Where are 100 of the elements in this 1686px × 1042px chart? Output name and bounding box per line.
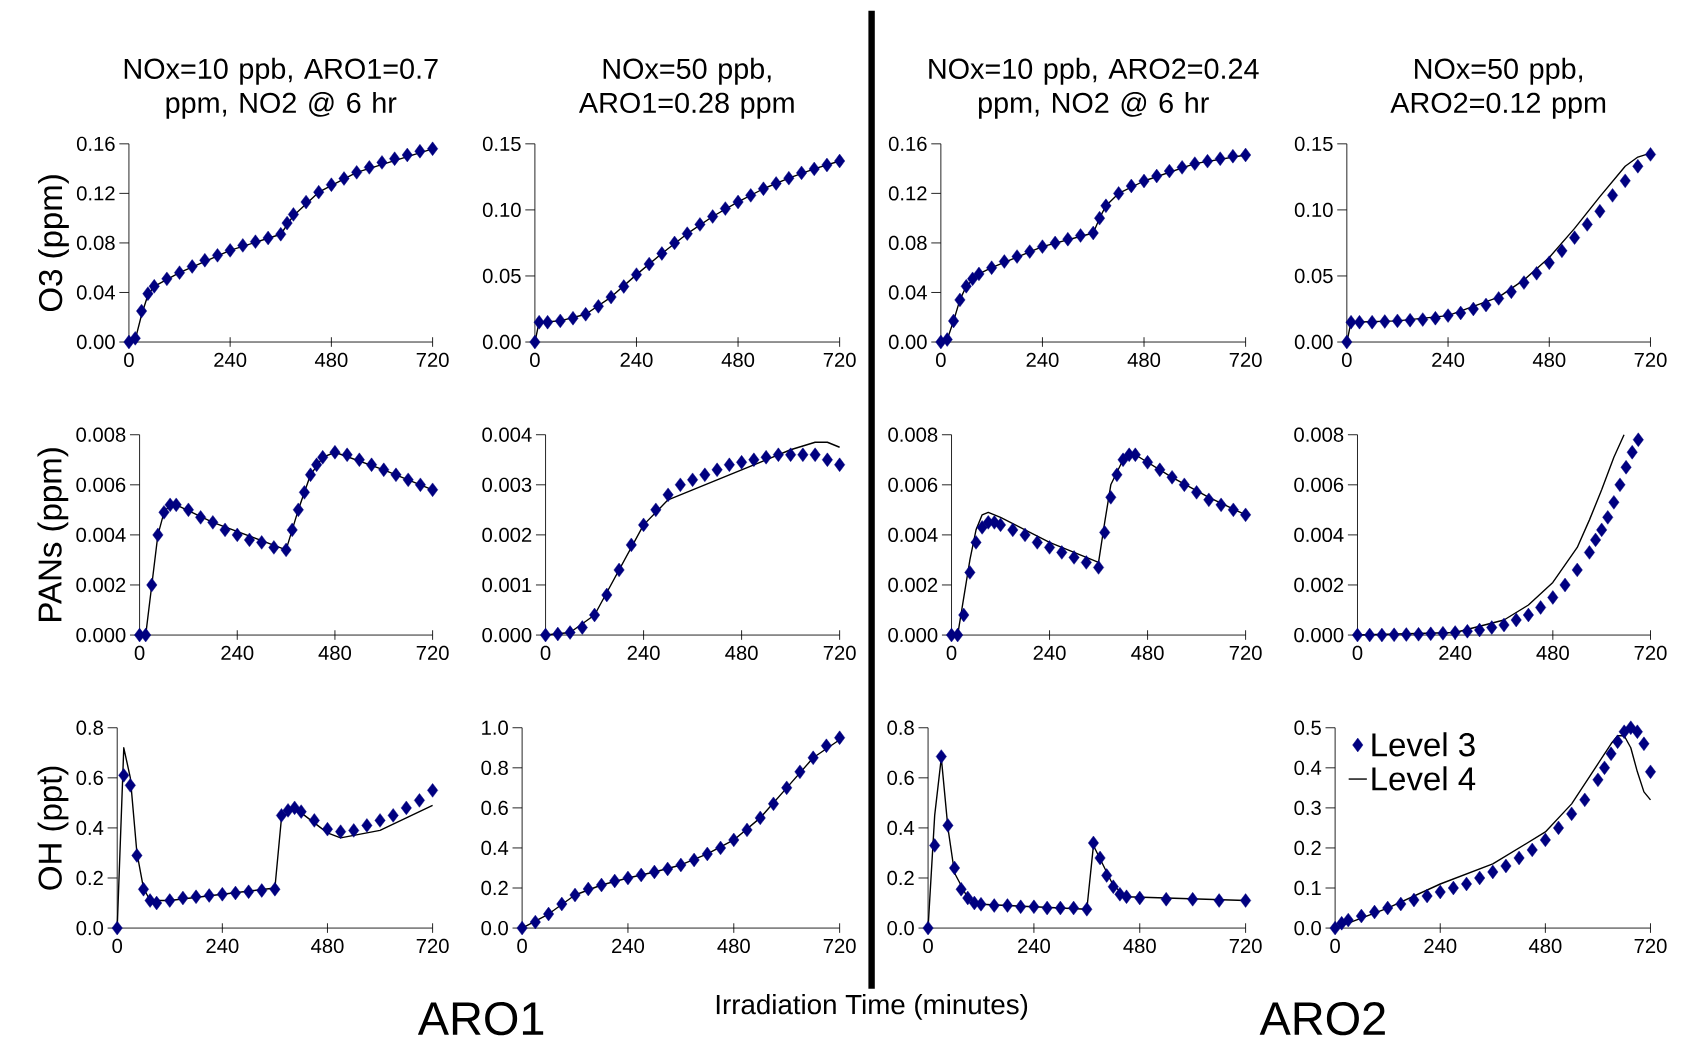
x-tick-label: 240 [1026, 352, 1059, 368]
x-tick-label: 720 [1229, 645, 1262, 661]
x-tick-label: 720 [823, 352, 856, 368]
point [305, 467, 316, 482]
point [1474, 870, 1486, 886]
x-tick-label: 0 [124, 352, 134, 368]
point [556, 896, 568, 912]
point [341, 447, 353, 462]
chart-title: NOx=50 ppb, ARO2=0.12 ppm [1390, 57, 1606, 119]
point [707, 209, 719, 224]
point [1240, 147, 1252, 163]
point [552, 626, 564, 642]
x-tick-label: 0 [1330, 938, 1340, 954]
x-tick-label: 240 [1018, 938, 1050, 954]
y-tick-label: 0.3 [1294, 800, 1321, 816]
y-tick-label: 0.4 [1294, 760, 1322, 775]
point [231, 527, 243, 543]
x-tick-label: 0 [936, 352, 946, 368]
y-tick-label: 0.0 [481, 920, 508, 936]
point [1449, 625, 1461, 640]
x-tick-label: 720 [1634, 352, 1667, 368]
y-tick-label: 0.0 [887, 920, 914, 936]
point [1461, 624, 1473, 639]
y-tick-label: 0.05 [482, 268, 521, 284]
point [216, 887, 228, 902]
y-tick-label: 0.15 [482, 136, 521, 151]
point [353, 452, 365, 467]
point [1125, 178, 1137, 194]
y-tick-label: 0.000 [1294, 627, 1344, 643]
point [618, 279, 630, 294]
point [582, 881, 594, 897]
point [1075, 228, 1086, 243]
point [1113, 186, 1125, 201]
point [569, 887, 581, 903]
point [1632, 432, 1644, 447]
y-tick-label: 0.12 [888, 186, 927, 201]
point [674, 477, 686, 492]
y-tick-label: 0.002 [1294, 577, 1344, 593]
point [758, 181, 769, 196]
point [929, 838, 941, 853]
y-tick-label: 0.006 [76, 477, 126, 492]
point [1395, 896, 1407, 912]
point [1024, 244, 1036, 259]
y-tick-label: 0.1 [1294, 880, 1321, 896]
point [1031, 535, 1043, 550]
point [300, 194, 312, 210]
point [256, 535, 268, 550]
point [1100, 198, 1112, 213]
point [325, 177, 337, 192]
point [701, 846, 713, 862]
point [146, 577, 158, 593]
point [111, 920, 123, 936]
y-tick-label: 0.008 [1294, 427, 1344, 442]
point [770, 176, 782, 191]
point [834, 153, 846, 169]
point [1421, 888, 1433, 904]
y-tick-label: 0.8 [481, 760, 508, 775]
y-tick-label: 0.08 [888, 235, 927, 251]
x-tick-label: 0 [530, 352, 540, 368]
point [809, 447, 821, 462]
y-tick-label: 0.004 [888, 527, 938, 543]
y-tick-label: 0.00 [1294, 334, 1333, 350]
x-tick-label: 240 [214, 352, 247, 368]
point [533, 315, 545, 330]
point [1166, 470, 1178, 485]
point [760, 450, 772, 465]
x-tick-label: 0 [540, 645, 551, 661]
point [952, 627, 964, 643]
point [177, 890, 189, 906]
point [1559, 577, 1571, 593]
y-tick-label: 0.16 [888, 136, 927, 151]
point [748, 452, 760, 467]
point [1019, 527, 1031, 543]
point [973, 266, 985, 282]
point [311, 457, 323, 472]
y-tick-label: 0.6 [76, 770, 103, 785]
point [1607, 188, 1618, 203]
point [687, 472, 699, 487]
y-tick-label: 0.8 [887, 720, 914, 735]
point [1121, 889, 1132, 904]
point [529, 914, 541, 930]
x-tick-label: 0 [923, 938, 933, 954]
point [262, 230, 274, 246]
point [681, 226, 693, 241]
y-tick-label: 0.008 [76, 427, 126, 442]
point [1379, 314, 1391, 329]
point [186, 259, 198, 274]
point [688, 852, 700, 868]
point [387, 808, 399, 823]
point [648, 864, 660, 880]
point [986, 260, 998, 275]
point [732, 194, 744, 210]
point [564, 625, 576, 640]
point [1214, 151, 1226, 166]
point [1227, 149, 1239, 164]
x-tick-label: 720 [823, 645, 856, 661]
point [964, 565, 976, 580]
point [1620, 460, 1632, 475]
point [275, 227, 287, 242]
point [1176, 160, 1188, 175]
